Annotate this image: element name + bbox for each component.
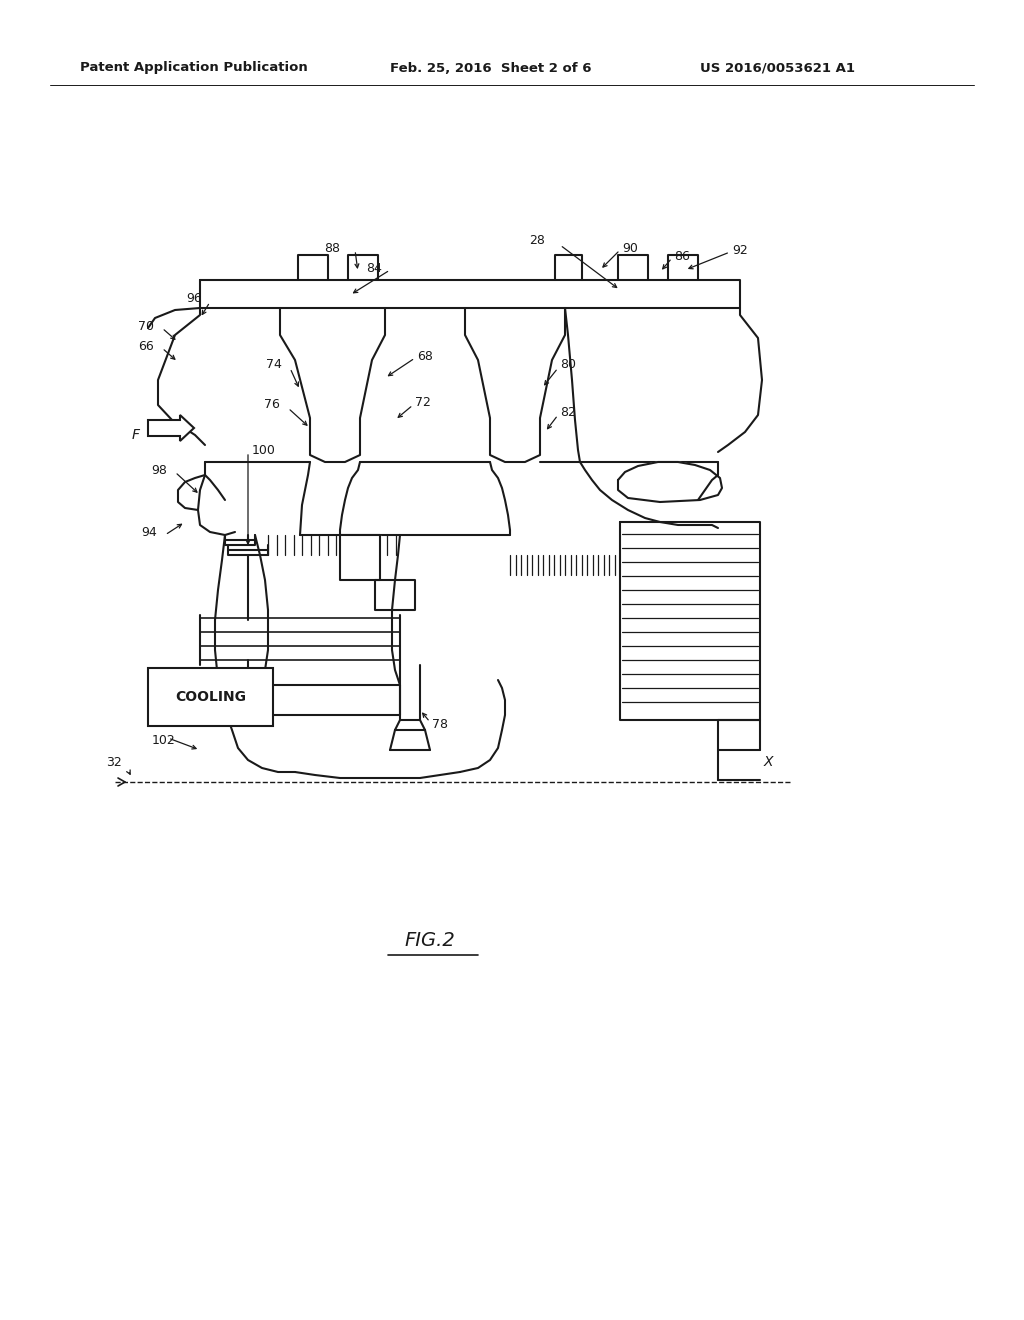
Text: X: X <box>764 755 773 770</box>
Polygon shape <box>200 280 740 308</box>
Polygon shape <box>375 579 415 610</box>
FancyBboxPatch shape <box>148 668 273 726</box>
Text: FIG.2: FIG.2 <box>404 931 456 949</box>
Text: 96: 96 <box>186 293 202 305</box>
Polygon shape <box>465 308 565 462</box>
Polygon shape <box>280 308 385 462</box>
Text: 90: 90 <box>622 242 638 255</box>
Text: F: F <box>132 428 140 442</box>
Text: 28: 28 <box>529 235 545 248</box>
Polygon shape <box>340 535 380 579</box>
Text: Patent Application Publication: Patent Application Publication <box>80 62 308 74</box>
Text: 84: 84 <box>367 261 382 275</box>
Text: 82: 82 <box>560 405 575 418</box>
Text: 72: 72 <box>415 396 431 408</box>
Text: 80: 80 <box>560 359 575 371</box>
Text: 66: 66 <box>138 339 154 352</box>
Text: 94: 94 <box>141 527 157 540</box>
Text: 68: 68 <box>417 350 433 363</box>
Text: 32: 32 <box>106 756 122 770</box>
Text: 100: 100 <box>252 444 275 457</box>
Text: 74: 74 <box>266 359 282 371</box>
Text: COOLING: COOLING <box>175 690 246 704</box>
Text: 98: 98 <box>152 463 167 477</box>
Text: Feb. 25, 2016  Sheet 2 of 6: Feb. 25, 2016 Sheet 2 of 6 <box>390 62 592 74</box>
Text: 78: 78 <box>432 718 449 730</box>
Text: 88: 88 <box>324 242 340 255</box>
Text: 70: 70 <box>138 319 154 333</box>
Text: 102: 102 <box>152 734 176 747</box>
Text: US 2016/0053621 A1: US 2016/0053621 A1 <box>700 62 855 74</box>
Text: 92: 92 <box>732 243 748 256</box>
Text: 86: 86 <box>674 249 690 263</box>
Polygon shape <box>618 462 722 502</box>
Text: 76: 76 <box>264 399 280 412</box>
Polygon shape <box>620 521 760 719</box>
FancyArrow shape <box>148 414 194 441</box>
